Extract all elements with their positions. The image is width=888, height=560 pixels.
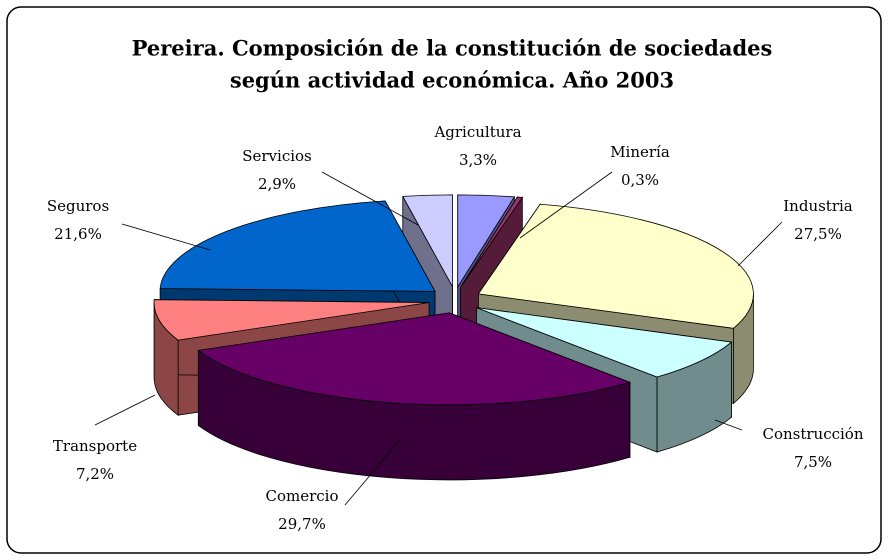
slice-label: Construcción (762, 425, 863, 443)
value-label: 27,5% (794, 225, 842, 243)
slice-label: Minería (610, 143, 670, 161)
slice-top (197, 312, 632, 406)
slice-label: Agricultura (433, 123, 521, 141)
leader-line (519, 171, 613, 239)
slice-label: Servicios (242, 147, 312, 165)
chart-title: Pereira. Composición de la constitución … (132, 36, 773, 61)
leader-line (94, 394, 156, 426)
leader-line (344, 439, 401, 506)
leader-line (737, 221, 783, 267)
slice-top (476, 307, 733, 378)
slice-label: Industria (783, 197, 853, 215)
leader-line (714, 419, 743, 431)
chart-title: según actividad económica. Año 2003 (230, 68, 674, 93)
slice-top (457, 194, 516, 289)
value-label: 7,2% (76, 465, 114, 483)
slice-top (402, 194, 453, 288)
slice-top (477, 203, 754, 329)
value-label: 0,3% (621, 171, 659, 189)
slice-top (153, 299, 430, 341)
value-label: 2,9% (258, 175, 296, 193)
value-label: 29,7% (278, 515, 326, 533)
value-label: 3,3% (459, 151, 497, 169)
pie-slice (197, 312, 632, 481)
slice-label: Comercio (265, 487, 338, 505)
slice-top (460, 196, 524, 288)
value-label: 21,6% (54, 225, 102, 243)
value-label: 7,5% (794, 453, 832, 471)
leader-line (321, 171, 419, 226)
slice-label: Transporte (53, 437, 137, 455)
slice-top (159, 200, 436, 292)
leader-line (121, 223, 211, 251)
slice-label: Seguros (47, 197, 109, 215)
